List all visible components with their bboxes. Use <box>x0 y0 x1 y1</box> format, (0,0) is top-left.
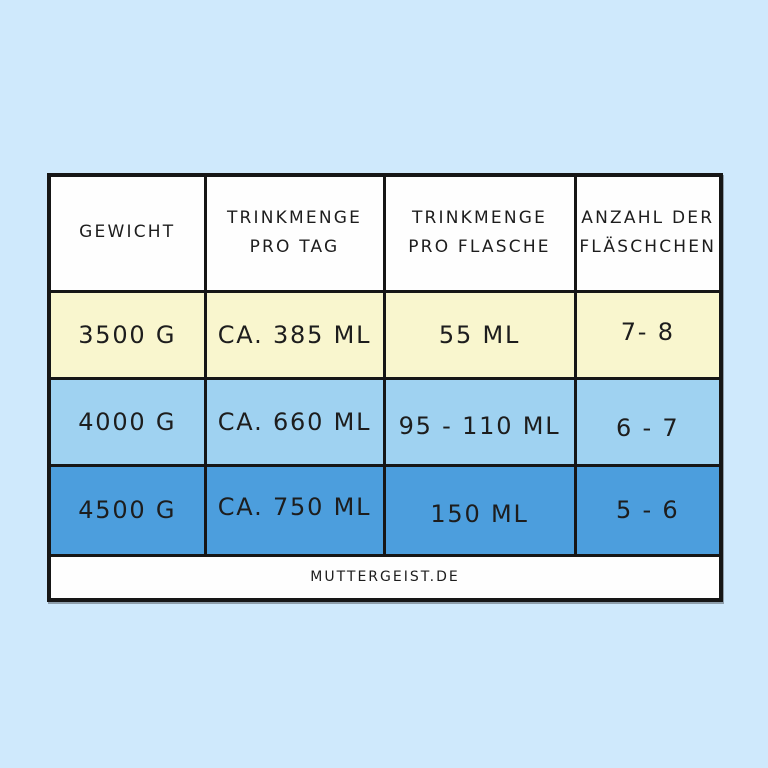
header-label: GEWICHT <box>79 222 176 243</box>
cell-menge-pro-tag: CA. 750 ML <box>203 463 386 557</box>
cell-anzahl: 5 - 6 <box>573 463 723 557</box>
table-row-4500g: 4500 G CA. 750 ML 150 ML 5 - 6 <box>47 463 723 557</box>
header-label-line2: FLÄSCHCHEN <box>579 237 717 258</box>
header-label-line2: PRO FLASCHE <box>408 237 551 258</box>
column-header-gewicht: GEWICHT <box>47 173 207 293</box>
table-row-4000g: 4000 G CA. 660 ML 95 - 110 ML 6 - 7 <box>47 376 723 467</box>
column-header-trinkmenge-pro-tag: TRINKMENGE PRO TAG <box>203 173 386 293</box>
baby-feeding-table: GEWICHT TRINKMENGE PRO TAG TRINKMENGE PR… <box>47 173 723 602</box>
column-header-anzahl-der-flaeschchen: ANZAHL DER FLÄSCHCHEN <box>573 173 723 293</box>
cell-anzahl: 7- 8 <box>573 289 723 380</box>
cell-menge-pro-flasche: 150 ML <box>382 463 577 557</box>
table-footer-row: MUTTERGEIST.DE <box>47 553 723 602</box>
header-label-line1: ANZAHL DER <box>581 207 715 228</box>
cell-gewicht: 4000 G <box>47 376 207 467</box>
cell-anzahl: 6 - 7 <box>573 376 723 467</box>
header-label-line2: PRO TAG <box>249 237 340 258</box>
cell-menge-pro-flasche: 55 ML <box>382 289 577 380</box>
cell-gewicht: 3500 G <box>47 289 207 380</box>
cell-menge-pro-tag: CA. 385 ML <box>203 289 386 380</box>
header-label-line1: TRINKMENGE <box>226 207 363 228</box>
table-header-row: GEWICHT TRINKMENGE PRO TAG TRINKMENGE PR… <box>47 173 723 293</box>
cell-menge-pro-flasche: 95 - 110 ML <box>382 376 577 467</box>
header-label-line1: TRINKMENGE <box>411 207 548 228</box>
cell-gewicht: 4500 G <box>47 463 207 557</box>
source-credit: MUTTERGEIST.DE <box>47 553 723 602</box>
cell-menge-pro-tag: CA. 660 ML <box>203 376 386 467</box>
table-row-3500g: 3500 G CA. 385 ML 55 ML 7- 8 <box>47 289 723 380</box>
column-header-trinkmenge-pro-flasche: TRINKMENGE PRO FLASCHE <box>382 173 577 293</box>
